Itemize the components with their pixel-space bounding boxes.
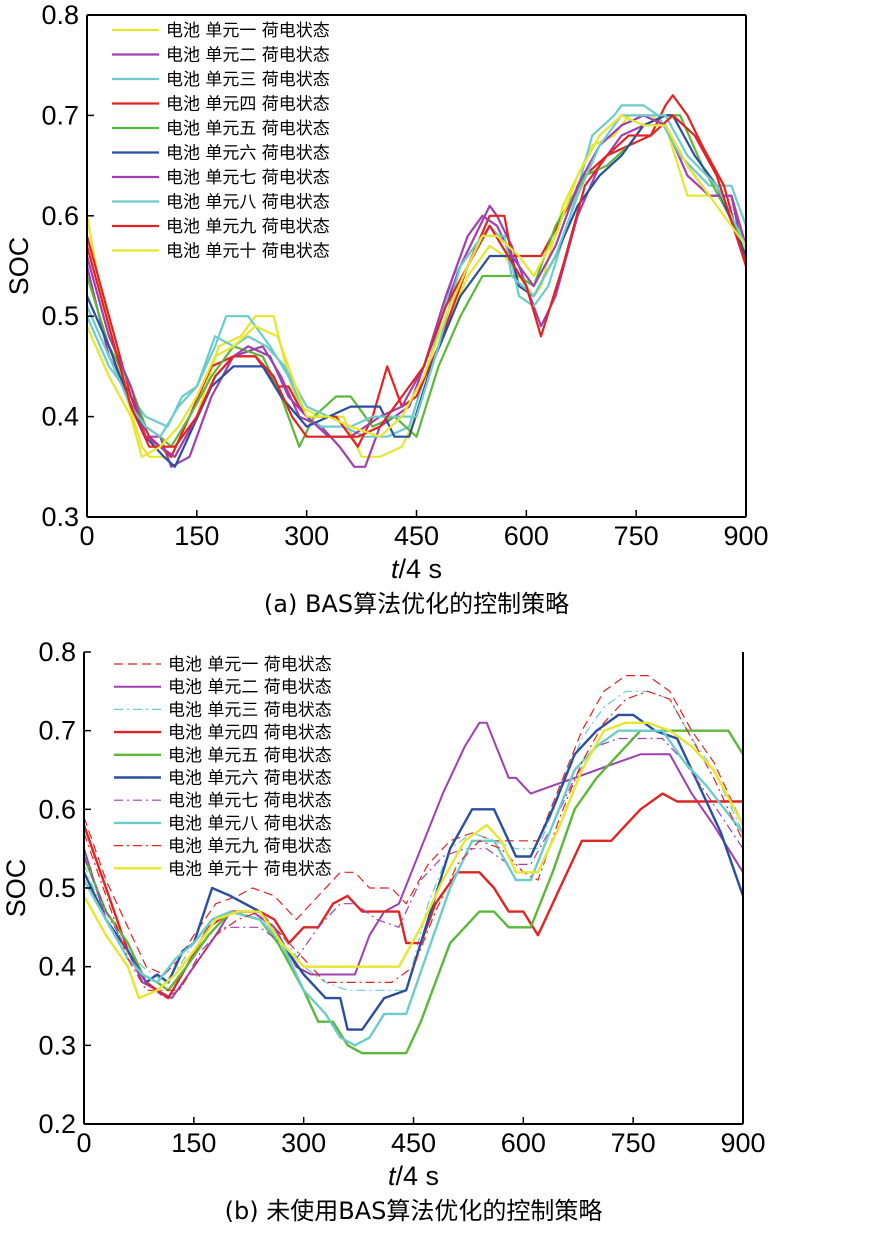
series-line-10 (87, 114, 746, 458)
x-tick-label: 150 (174, 521, 219, 551)
y-tick-label: 0.2 (38, 1109, 76, 1139)
x-tick-label: 450 (394, 521, 439, 551)
legend-label: 电池 单元四 荷电状态 (168, 723, 332, 743)
y-axis-label: SOC (1, 859, 31, 918)
series-line-3 (84, 690, 743, 991)
x-tick-label: 600 (504, 521, 549, 551)
x-tick-label: 150 (171, 1128, 216, 1158)
x-axis-label-italic: t (388, 1161, 397, 1191)
x-axis-label: t/4 s (388, 1161, 439, 1191)
y-tick-label: 0.5 (38, 873, 76, 903)
series-line-6 (84, 713, 743, 1031)
chart-caption: (a) BAS算法优化的控制策略 (264, 590, 569, 618)
y-tick-label: 0.4 (38, 952, 76, 982)
legend-label: 电池 单元三 荷电状态 (166, 70, 330, 90)
x-axis-label: t/4 s (391, 554, 442, 584)
legend-label: 电池 单元五 荷电状态 (168, 746, 332, 766)
legend-label: 电池 单元一 荷电状态 (168, 655, 332, 675)
x-axis-label-rest: /4 s (398, 554, 442, 584)
legend-label: 电池 单元二 荷电状态 (168, 678, 332, 698)
series-group (84, 675, 743, 1055)
legend-label: 电池 单元九 荷电状态 (168, 837, 332, 857)
y-tick-label: 0.8 (38, 637, 76, 667)
series-group (87, 94, 746, 468)
x-tick-label: 900 (720, 1128, 765, 1158)
x-tick-label: 750 (614, 521, 659, 551)
legend-label: 电池 单元七 荷电状态 (168, 791, 332, 811)
legend-label: 电池 单元九 荷电状态 (166, 217, 330, 237)
y-tick-label: 0.3 (41, 502, 79, 532)
legend-label: 电池 单元三 荷电状态 (168, 700, 332, 720)
series-line-2 (87, 124, 746, 468)
x-tick-label: 600 (501, 1128, 546, 1158)
y-tick-label: 0.4 (41, 402, 79, 432)
legend-label: 电池 单元八 荷电状态 (168, 814, 332, 834)
series-line-5 (84, 729, 743, 1055)
series-line-4 (84, 792, 743, 1000)
legend-label: 电池 单元七 荷电状态 (166, 168, 330, 188)
x-tick-label: 0 (79, 521, 94, 551)
x-tick-label: 450 (391, 1128, 436, 1158)
chart-b: 0 150 300 450 600 750 900 0.2 0.3 0.4 0.5 0.6 0.7 0.8… (1, 637, 766, 1225)
y-tick-label: 0.7 (38, 716, 76, 746)
series-line-10 (84, 721, 743, 1000)
legend-label: 电池 单元二 荷电状态 (166, 46, 330, 66)
x-tick-label: 0 (76, 1128, 91, 1158)
y-tick-label: 0.6 (38, 794, 76, 824)
legend-label: 电池 单元一 荷电状态 (166, 21, 330, 41)
x-tick-label: 750 (611, 1128, 656, 1158)
y-axis-label: SOC (4, 237, 34, 296)
x-tick-label: 300 (281, 1128, 326, 1158)
y-tick-label: 0.5 (41, 301, 79, 331)
series-line-8 (84, 729, 743, 1047)
series-line-9 (84, 690, 743, 991)
x-tick-label: 300 (284, 521, 329, 551)
chart-caption: (b) 未使用BAS算法优化的控制策略 (225, 1197, 603, 1225)
x-axis-label-italic: t (391, 554, 400, 584)
chart-a: 0 150 300 450 600 750 900 0.3 0.4 0.5 0.6 0.7 0.8 SOC… (4, 0, 769, 618)
legend-label: 电池 单元六 荷电状态 (168, 769, 332, 789)
y-tick-label: 0.6 (41, 201, 79, 231)
series-line-8 (87, 114, 746, 438)
y-tick-label: 0.3 (38, 1030, 76, 1060)
legend-label: 电池 单元十 荷电状态 (168, 859, 332, 879)
x-tick-label: 900 (723, 521, 768, 551)
legend-label: 电池 单元四 荷电状态 (166, 95, 330, 115)
x-axis-label-rest: /4 s (395, 1161, 439, 1191)
y-tick-label: 0.8 (41, 0, 79, 30)
legend-label: 电池 单元十 荷电状态 (166, 242, 330, 262)
y-tick-label: 0.7 (41, 100, 79, 130)
series-line-9 (87, 114, 746, 448)
legend-label: 电池 单元五 荷电状态 (166, 119, 330, 139)
legend-label: 电池 单元六 荷电状态 (166, 144, 330, 164)
legend-label: 电池 单元八 荷电状态 (166, 193, 330, 213)
